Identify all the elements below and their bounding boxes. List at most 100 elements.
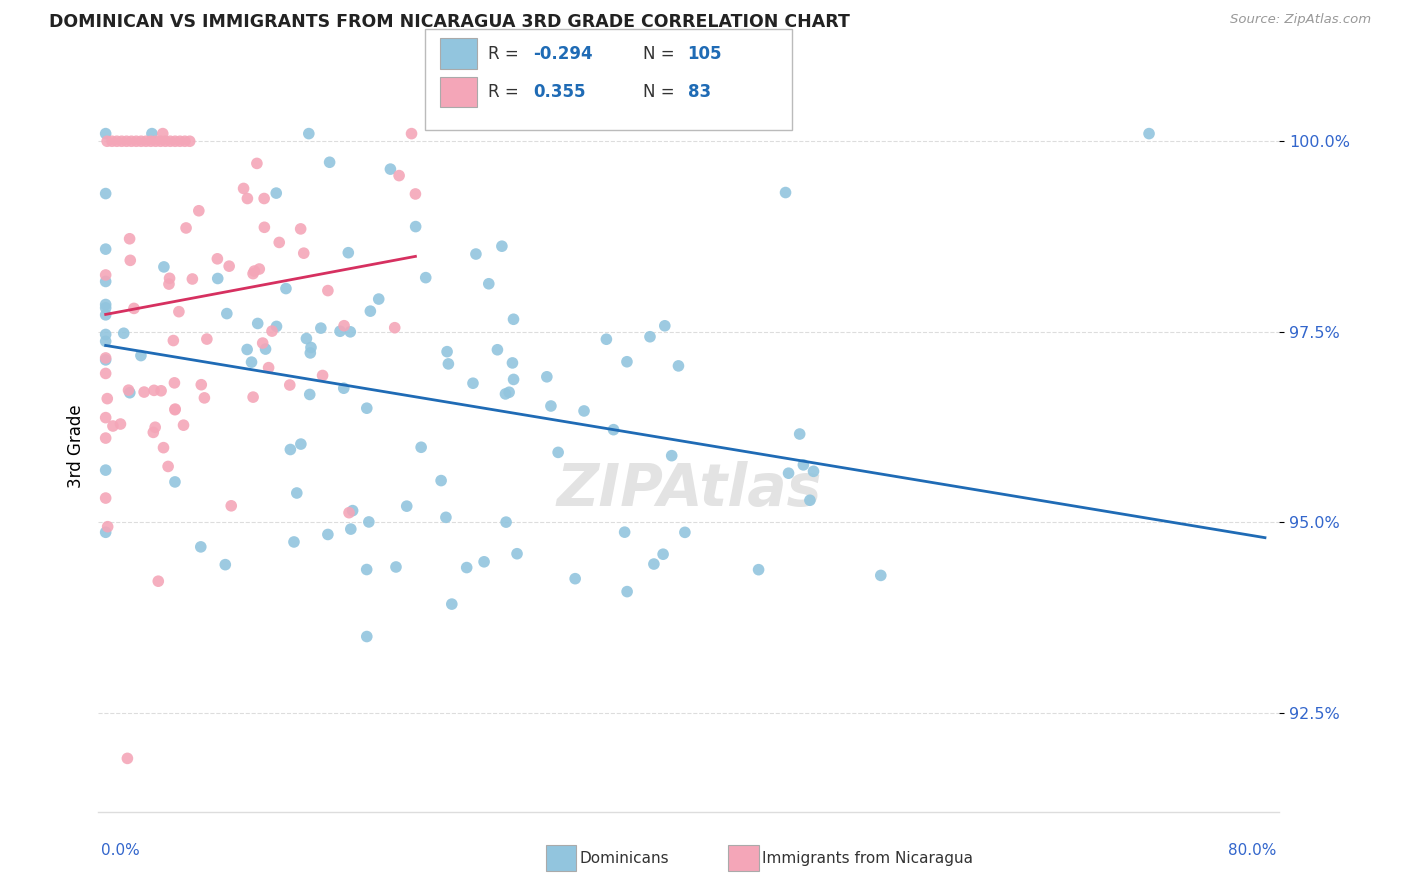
Point — [280, 442, 302, 457]
Point — [464, 247, 486, 261]
Y-axis label: 3rd Grade: 3rd Grade — [66, 404, 84, 488]
Point — [367, 292, 389, 306]
Point — [257, 360, 280, 375]
Point — [295, 332, 318, 346]
Point — [167, 304, 190, 318]
Point — [152, 127, 174, 141]
Point — [252, 336, 274, 351]
Point — [652, 547, 675, 561]
Point — [415, 270, 437, 285]
Point — [869, 568, 891, 582]
Point — [215, 307, 238, 321]
Point — [436, 344, 458, 359]
Point — [778, 466, 800, 480]
Point — [163, 475, 186, 489]
Point — [179, 134, 201, 148]
Point — [380, 162, 402, 177]
Point — [111, 134, 134, 148]
Point — [246, 156, 269, 170]
Point — [572, 404, 595, 418]
Point — [253, 220, 276, 235]
Point — [359, 304, 381, 318]
Point — [207, 252, 229, 266]
Text: ZIPAtlas: ZIPAtlas — [557, 461, 821, 518]
Point — [385, 560, 408, 574]
Point — [190, 540, 212, 554]
Point — [242, 390, 264, 404]
Point — [153, 260, 176, 274]
Point — [456, 560, 478, 574]
Point — [498, 385, 520, 400]
Point — [94, 275, 117, 289]
Point — [461, 376, 484, 391]
Point — [125, 134, 148, 148]
Point — [803, 464, 825, 478]
Point — [94, 431, 117, 445]
Point — [207, 271, 229, 285]
Point — [157, 459, 180, 474]
Point — [122, 301, 145, 316]
Point — [269, 235, 291, 250]
Text: R =: R = — [488, 83, 524, 101]
Point — [292, 246, 315, 260]
Point — [162, 334, 184, 348]
Point — [105, 134, 128, 148]
Text: N =: N = — [643, 83, 679, 101]
Point — [274, 281, 297, 295]
Point — [96, 392, 118, 406]
Point — [748, 563, 770, 577]
Point — [253, 192, 276, 206]
Point — [536, 369, 558, 384]
Point — [430, 474, 453, 488]
Point — [613, 525, 636, 540]
Point — [101, 134, 124, 148]
Point — [799, 493, 821, 508]
Point — [101, 419, 124, 434]
Point — [219, 499, 242, 513]
Point — [97, 519, 120, 533]
Point — [290, 437, 312, 451]
Point — [318, 155, 340, 169]
Text: 80.0%: 80.0% — [1229, 843, 1277, 858]
Text: DOMINICAN VS IMMIGRANTS FROM NICARAGUA 3RD GRADE CORRELATION CHART: DOMINICAN VS IMMIGRANTS FROM NICARAGUA 3… — [49, 13, 851, 31]
Text: N =: N = — [643, 45, 679, 62]
Point — [115, 134, 138, 148]
Point — [342, 503, 364, 517]
Point — [150, 384, 173, 398]
Point — [195, 332, 218, 346]
Point — [143, 384, 166, 398]
Point — [278, 378, 301, 392]
Point — [94, 525, 117, 540]
Point — [478, 277, 501, 291]
Point — [486, 343, 509, 357]
Point — [316, 527, 339, 541]
Point — [384, 320, 406, 334]
Point — [135, 134, 157, 148]
Point — [673, 525, 696, 540]
Point — [129, 134, 152, 148]
Point — [94, 186, 117, 201]
Point — [218, 259, 240, 273]
Point — [434, 510, 457, 524]
Point — [141, 127, 163, 141]
Point — [173, 418, 195, 433]
Point — [564, 572, 586, 586]
Point — [299, 341, 322, 355]
Point — [169, 134, 191, 148]
Point — [145, 134, 167, 148]
Point — [501, 356, 523, 370]
Point — [190, 377, 212, 392]
Point — [174, 221, 197, 235]
Point — [792, 458, 814, 472]
Point — [120, 253, 142, 268]
Point — [673, 820, 696, 834]
Point — [117, 383, 139, 397]
Point — [242, 267, 264, 281]
Point — [193, 391, 215, 405]
Point — [163, 402, 186, 417]
Point — [298, 127, 321, 141]
Text: Immigrants from Nicaragua: Immigrants from Nicaragua — [762, 851, 973, 865]
Point — [357, 515, 380, 529]
Point — [491, 239, 513, 253]
Point — [159, 134, 181, 148]
